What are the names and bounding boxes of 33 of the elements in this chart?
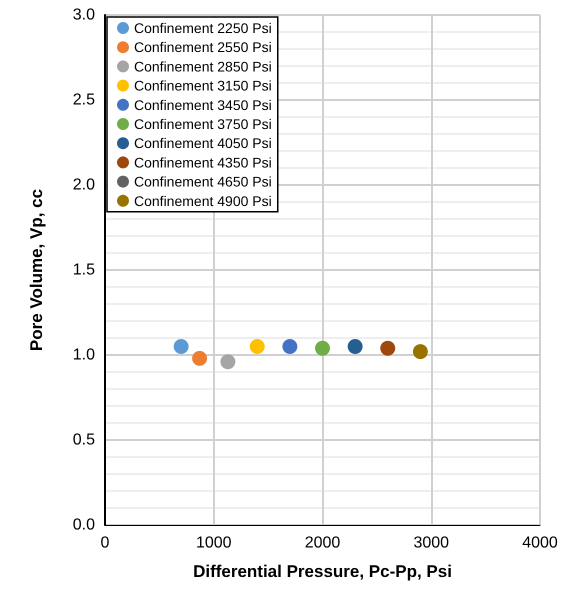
point bbox=[348, 339, 363, 354]
y-tick-label: 0.5 bbox=[72, 432, 96, 448]
y-tick-label: 1.0 bbox=[72, 346, 96, 364]
point bbox=[220, 354, 236, 370]
point bbox=[282, 339, 298, 354]
point bbox=[380, 340, 396, 356]
point bbox=[192, 350, 208, 366]
x-tick-label: 4000 bbox=[522, 534, 558, 552]
legend-label: Confinement 3450 Psi bbox=[134, 96, 272, 113]
y-tick-label: 0.0 bbox=[72, 516, 96, 534]
x-tick-label: 3000 bbox=[413, 534, 450, 552]
point bbox=[250, 339, 265, 354]
legend-label: Confinement 2550 Psi bbox=[134, 39, 272, 56]
y-axis-title: Pore Volume, Vp, cc bbox=[27, 188, 46, 352]
y-tick-label: 3.0 bbox=[72, 6, 96, 24]
x-tick-label: 0 bbox=[100, 534, 110, 552]
legend-label: Confinement 4350 Psi bbox=[134, 154, 272, 170]
point bbox=[315, 340, 330, 356]
legend-label: Confinement 4050 Psi bbox=[134, 135, 272, 152]
y-tick-label: 2.5 bbox=[72, 92, 96, 108]
legend-label: Confinement 3150 Psi bbox=[134, 78, 272, 94]
legend-label: Confinement 3750 Psi bbox=[134, 116, 272, 132]
legend-label: Confinement 2850 Psi bbox=[134, 58, 272, 74]
y-tick-label: 2.0 bbox=[72, 176, 96, 194]
point bbox=[174, 339, 189, 354]
x-axis-title: Differential Pressure, Pc-Pp, Psi bbox=[193, 562, 452, 581]
legend-label: Confinement 2250 Psi bbox=[134, 20, 272, 36]
legend-label: Confinement 4900 Psi bbox=[134, 192, 272, 209]
x-tick-label: 2000 bbox=[304, 534, 340, 552]
y-tick-label: 1.5 bbox=[72, 262, 96, 278]
legend-label: Confinement 4650 Psi bbox=[134, 174, 272, 190]
x-tick-label: 1000 bbox=[196, 534, 232, 552]
point bbox=[412, 344, 428, 360]
